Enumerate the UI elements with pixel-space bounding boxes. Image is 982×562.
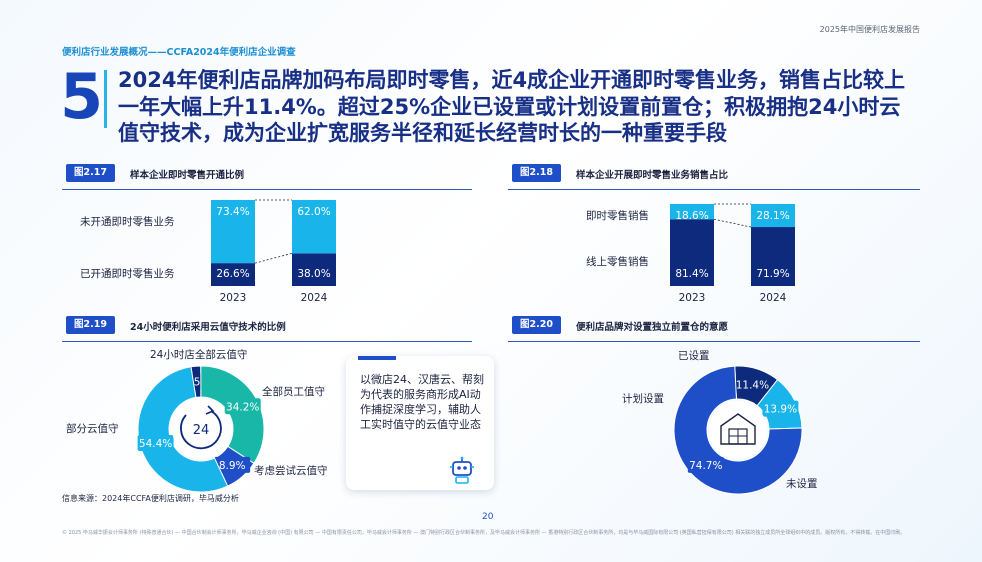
fig-2-19-label-bg-1 (224, 398, 261, 415)
warehouse-icon (720, 413, 756, 445)
fig-2-19-name-partial: 部分云值守 (66, 423, 119, 435)
fig-2-20-name-set: 已设置 (678, 350, 710, 362)
fig-2-18-legend-instant: 即时零售销售 (586, 210, 649, 222)
fig-2-19-name-staff: 全部员工值守 (262, 386, 325, 398)
fig-2-19-slice-3 (137, 366, 229, 493)
fig-2-20-title: 便利店品牌对设置独立前置仓的意愿 (576, 322, 729, 333)
fig-2-17-rule (62, 189, 472, 190)
fig-2-18-bar-2024-s1 (751, 204, 795, 228)
fig-2-20-label-bg-2 (687, 456, 724, 473)
fig-2-19-label-bg-2 (214, 456, 251, 473)
fig-2-17-title: 样本企业即时零售开通比例 (130, 170, 245, 181)
fig-2-20-label-2: 74.7% (689, 460, 722, 472)
fig-2-19-label-bg-3 (137, 434, 174, 451)
fig-2-17-value-2024-s1: 62.0% (297, 206, 330, 218)
footer-copyright: © 2025 毕马威华振会计师事务所 (特殊普通合伙) — 中国合伙制会计师事务… (62, 530, 906, 536)
fig-2-20-tag: 图2.20 (512, 316, 561, 334)
page-number: 20 (482, 512, 494, 522)
fig-2-18-tag: 图2.18 (512, 164, 561, 182)
fig-2-18-legend-online: 线上零售销售 (586, 256, 649, 268)
fig-2-20-name-plan: 计划设置 (622, 393, 664, 405)
fig-2-18-bar-2023-s0 (670, 219, 714, 286)
headline-number: 5 (60, 60, 103, 133)
fig-2-19-name-consider: 考虑尝试云值守 (254, 465, 328, 477)
fig-2-19-slice-1 (200, 365, 265, 464)
note-text: 以微店24、汉唐云、帮刻为代表的服务商形成AI动作捕捉深度学习，辅助人工实时值守… (360, 373, 484, 431)
fig-2-18-value-2023-s0: 81.4% (675, 268, 708, 280)
fig-2-18-title: 样本企业开展即时零售业务销售占比 (576, 170, 729, 181)
fig-2-19-title: 24小时便利店采用云值守技术的比例 (130, 322, 286, 333)
fig-2-17-bar-2023-s1 (211, 200, 255, 264)
fig-2-20-name-not-set: 未设置 (786, 478, 818, 490)
fig-2-20-label-bg-1 (762, 400, 799, 417)
refresh-arrow-icon (205, 405, 215, 415)
fig-2-17-bar-2024-s0 (292, 253, 336, 286)
headline-divider (104, 70, 107, 128)
fig-2-18-bar-2023-s1 (670, 204, 714, 220)
fig-2-17-legend-open: 已开通即时零售业务 (80, 268, 175, 280)
source-note: 信息来源：2024年CCFA便利店调研，毕马威分析 (62, 494, 239, 503)
fig-2-18-xtick-2024: 2024 (760, 292, 787, 304)
fig-2-20-label-1: 13.9% (764, 404, 797, 416)
fig-2-18-rule (508, 189, 920, 190)
fig-2-19-center-text: 24 (193, 423, 210, 438)
fig-2-19-tag: 图2.19 (66, 316, 115, 334)
fig-2-19-label-1: 34.2% (226, 401, 259, 413)
report-title: 2025年中国便利店发展报告 (819, 25, 920, 34)
fig-2-17-value-2023-s0: 26.6% (216, 268, 249, 280)
fig-2-18-connector-mid (713, 218, 752, 228)
fig-2-17-tag: 图2.17 (66, 164, 115, 182)
refresh-icon (180, 410, 222, 450)
fig-2-17-connector-mid (254, 252, 293, 264)
fig-2-17-bar-2023-s0 (211, 263, 255, 286)
fig-2-20-label-bg-0 (734, 376, 771, 393)
fig-2-19-rule (62, 341, 472, 342)
fig-2-19-name-all-cloud: 24小时店全部云值守 (150, 349, 248, 361)
fig-2-18-value-2024-s1: 28.1% (756, 210, 789, 222)
fig-2-17-xtick-2023: 2023 (220, 292, 247, 304)
fig-2-18-xtick-2023: 2023 (679, 292, 706, 304)
fig-2-20-rule (508, 341, 920, 342)
section-title: 便利店行业发展概况——CCFA2024年便利店企业调查 (62, 47, 296, 58)
fig-2-17-bar-2024-s1 (292, 200, 336, 254)
fig-2-19-label-3: 54.4% (139, 438, 172, 450)
fig-2-18-value-2024-s0: 71.9% (756, 268, 789, 280)
note-card-accent (358, 356, 396, 360)
fig-2-17-value-2023-s1: 73.4% (216, 206, 249, 218)
fig-2-17-value-2024-s0: 38.0% (297, 268, 330, 280)
fig-2-18-value-2023-s1: 18.6% (675, 210, 708, 222)
fig-2-18-bar-2024-s0 (751, 227, 795, 286)
fig-2-17-legend-not-open: 未开通即时零售业务 (80, 216, 175, 228)
fig-2-19-label-2: 8.9% (219, 460, 246, 472)
fig-2-20-label-0: 11.4% (736, 380, 769, 392)
headline-text: 2024年便利店品牌加码布局即时零售，近4成企业开通即时零售业务，销售占比较上一… (118, 68, 906, 145)
fig-2-17-xtick-2024: 2024 (301, 292, 328, 304)
